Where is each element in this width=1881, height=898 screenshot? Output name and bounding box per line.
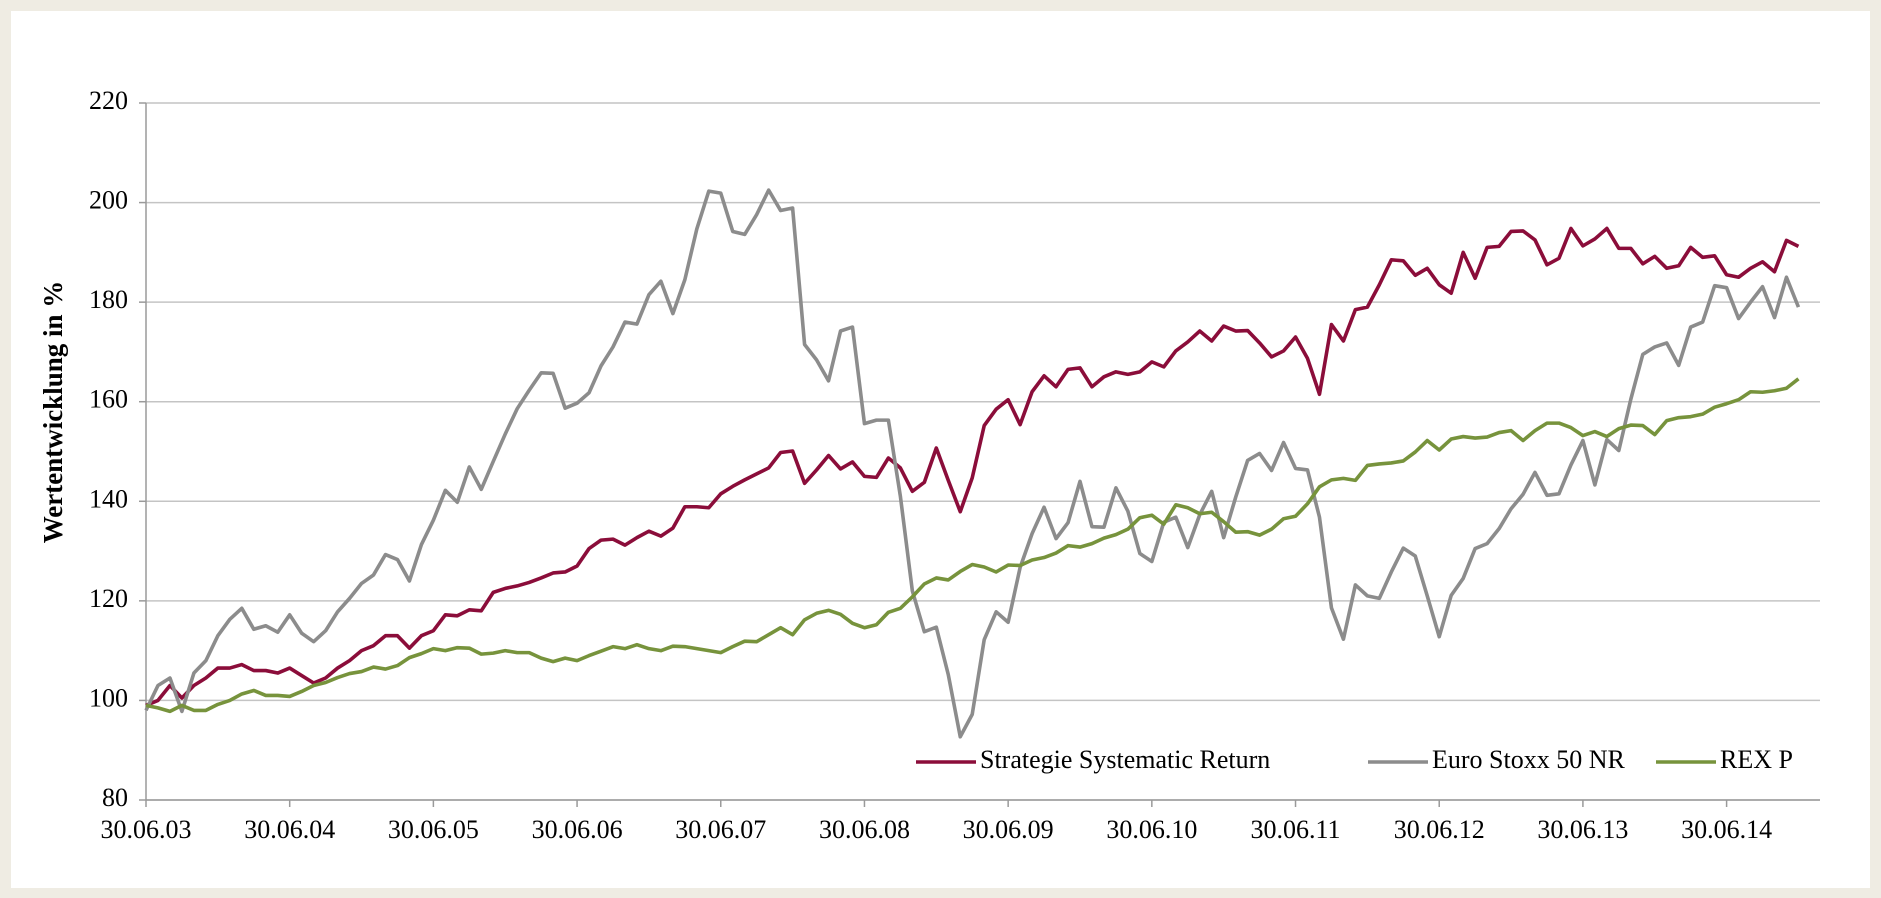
x-tick-label: 30.06.12 <box>1394 815 1485 844</box>
line-series <box>145 377 1800 714</box>
x-tick-label: 30.06.11 <box>1251 815 1341 844</box>
y-tick-label: 140 <box>89 484 128 513</box>
line-series <box>145 226 1800 708</box>
x-tick-label: 30.06.05 <box>388 815 479 844</box>
x-tick-label: 30.06.14 <box>1681 815 1772 844</box>
y-tick-label: 120 <box>89 584 128 613</box>
y-axis-label: Wertentwicklung in % <box>38 281 68 544</box>
y-tick-label: 220 <box>89 86 128 115</box>
legend-label: Strategie Systematic Return <box>980 745 1270 774</box>
x-tick-label: 30.06.06 <box>532 815 623 844</box>
y-tick-label: 80 <box>102 783 128 812</box>
x-tick-label: 30.06.04 <box>244 815 335 844</box>
y-tick-label: 100 <box>89 683 128 712</box>
y-tick-label: 200 <box>89 186 128 215</box>
legend-label: REX P <box>1720 745 1793 774</box>
x-tick-label: 30.06.10 <box>1106 815 1197 844</box>
x-tick-label: 30.06.13 <box>1537 815 1628 844</box>
legend-label: Euro Stoxx 50 NR <box>1432 745 1626 774</box>
x-tick-label: 30.06.08 <box>819 815 910 844</box>
y-tick-label: 180 <box>89 285 128 314</box>
x-tick-label: 30.06.03 <box>101 815 192 844</box>
x-tick-label: 30.06.09 <box>963 815 1054 844</box>
chart-panel <box>11 11 1870 888</box>
x-tick-label: 30.06.07 <box>675 815 766 844</box>
y-tick-label: 160 <box>89 385 128 414</box>
line-series <box>144 188 1801 739</box>
